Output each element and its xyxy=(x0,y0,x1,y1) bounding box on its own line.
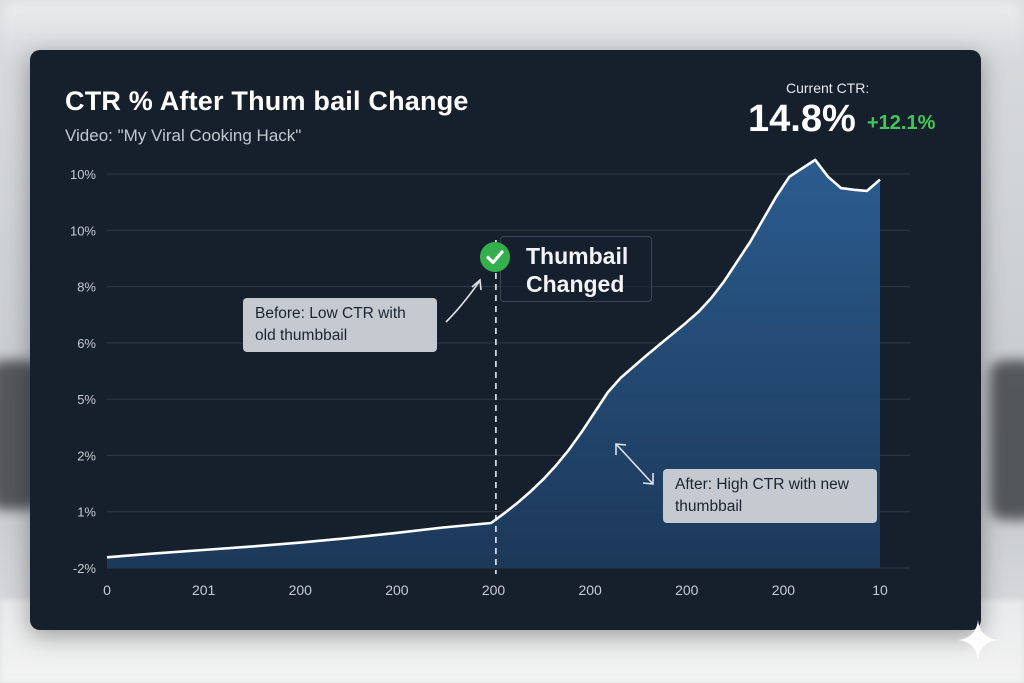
x-tick-label: 0 xyxy=(103,582,111,598)
background-chair-right xyxy=(990,360,1024,520)
chart-subtitle: Video: "My Viral Cooking Hack" xyxy=(65,126,302,145)
x-tick-label: 200 xyxy=(385,582,409,598)
x-tick-label: 201 xyxy=(192,582,216,598)
change-marker-box xyxy=(500,236,652,302)
x-tick-label: 200 xyxy=(289,582,313,598)
after-arrowhead-top xyxy=(615,443,627,455)
x-tick-label: 200 xyxy=(578,582,602,598)
chart-title: CTR % After Thum bail Change xyxy=(65,86,469,116)
after-arrowhead-bottom xyxy=(642,473,654,485)
check-circle-icon xyxy=(480,242,510,272)
x-tick-label: 10 xyxy=(872,582,888,598)
callout-after: After: High CTR with new thumbbail xyxy=(663,469,877,523)
y-tick-label: -2% xyxy=(73,561,97,576)
area-layer xyxy=(106,158,881,568)
y-tick-label: 10% xyxy=(70,223,96,238)
ctr-area-fill xyxy=(107,159,880,568)
kpi-label: Current CTR: xyxy=(786,80,870,96)
before-arrowhead xyxy=(471,278,482,291)
x-tick-label: 200 xyxy=(772,582,796,598)
y-tick-label: 6% xyxy=(77,336,96,351)
y-tick-label: 5% xyxy=(77,392,96,407)
kpi-value: 14.8% xyxy=(748,98,856,140)
y-tick-label: 8% xyxy=(77,280,96,295)
chart-card: CTR % After Thum bail Change Video: "My … xyxy=(30,50,981,630)
callout-arrows xyxy=(445,278,654,485)
after-arrow xyxy=(616,444,653,484)
y-tick-label: 1% xyxy=(77,505,96,520)
y-tick-label: 2% xyxy=(77,448,96,463)
x-tick-label: 200 xyxy=(482,582,506,598)
x-tick-label: 200 xyxy=(675,582,699,598)
y-axis-ticks: -2% 1% 2% 5% 6% 8% 10% 10% xyxy=(70,167,96,576)
callout-before: Before: Low CTR with old thumbbail xyxy=(243,298,437,352)
change-marker-label: Thumbail Changed xyxy=(526,243,629,297)
ctr-area-chart: -2% 1% 2% 5% 6% 8% 10% 10% 0 201 200 200 200 200 200 2… xyxy=(70,158,910,598)
y-tick-label: 10% xyxy=(70,167,96,182)
kpi-delta: +12.1% xyxy=(867,112,936,134)
ctr-series-line xyxy=(106,158,881,559)
x-axis-ticks: 0 201 200 200 200 200 200 200 10 xyxy=(103,582,888,598)
sparkle-icon xyxy=(956,618,1000,667)
before-arrow xyxy=(445,281,480,323)
